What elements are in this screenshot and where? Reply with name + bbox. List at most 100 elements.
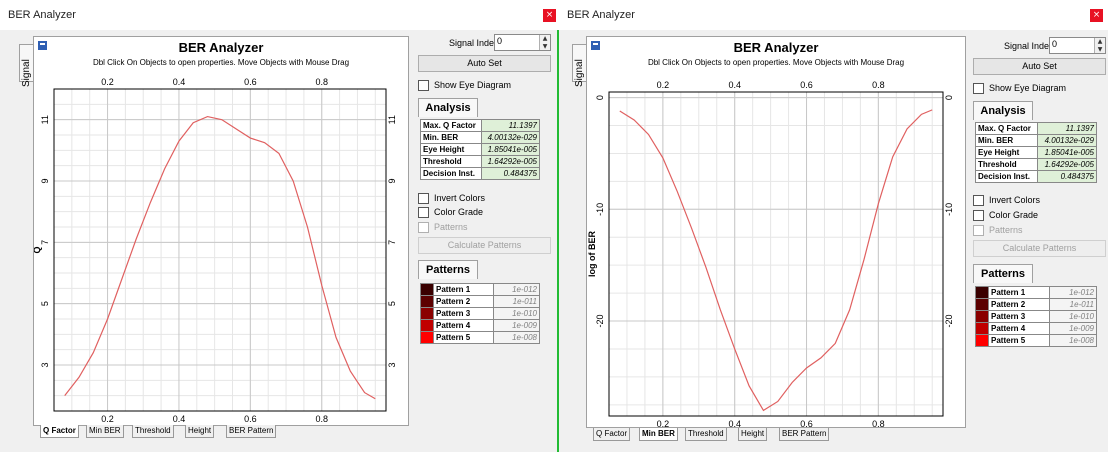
signal-side-tab[interactable]: Signal — [19, 44, 34, 87]
analysis-row: Min. BER 4.00132e-029 — [974, 134, 1097, 147]
pattern-row[interactable]: Pattern 5 1e-008 — [975, 334, 1097, 347]
pattern-row[interactable]: Pattern 2 1e-011 — [975, 298, 1097, 311]
x-tick-label-bottom: 0.4 — [728, 419, 741, 427]
y-tick-label-left: -10 — [595, 203, 605, 216]
pattern-color-swatch[interactable] — [420, 307, 434, 320]
y-tick-label-right: 11 — [387, 115, 397, 124]
checkbox-icon[interactable] — [973, 210, 984, 222]
pattern-value: 1e-008 — [1049, 334, 1097, 347]
checkbox-icon[interactable] — [973, 195, 984, 207]
pattern-row[interactable]: Pattern 4 1e-009 — [420, 319, 540, 332]
ber-window-left: BER Analyzer × Signal BER Analyzer Dbl C… — [0, 0, 557, 452]
pattern-color-swatch[interactable] — [975, 322, 989, 335]
plot-frame — [53, 88, 387, 412]
pattern-label: Pattern 2 — [432, 295, 495, 308]
y-tick-label-right: 9 — [387, 178, 397, 183]
checkbox-icon[interactable] — [418, 207, 429, 219]
invert-colors-checkbox[interactable]: Invert Colors — [418, 193, 486, 205]
close-button[interactable]: × — [1090, 9, 1103, 22]
patterns-check-label: Patterns — [434, 222, 468, 232]
tab-height[interactable]: Height — [738, 428, 768, 441]
tab-min-ber[interactable]: Min BER — [639, 428, 678, 441]
show-eye-diagram-checkbox[interactable]: Show Eye Diagram — [418, 80, 511, 92]
pattern-label: Pattern 5 — [432, 331, 495, 344]
color-grade-checkbox[interactable]: Color Grade — [418, 207, 484, 219]
color-grade-checkbox[interactable]: Color Grade — [973, 210, 1038, 222]
pattern-color-swatch[interactable] — [420, 295, 434, 308]
analysis-row: Eye Height 1.85041e-005 — [974, 146, 1097, 159]
window-title: BER Analyzer — [567, 9, 635, 21]
chart-svg: BER Analyzer Dbl Click On Objects to ope… — [587, 40, 954, 439]
pattern-color-swatch[interactable] — [975, 286, 989, 299]
tab-ber-pattern[interactable]: BER Pattern — [226, 425, 277, 438]
analysis-header: Analysis — [418, 98, 478, 117]
title-bar: BER Analyzer × — [559, 0, 1108, 30]
tab-q-factor[interactable]: Q Factor — [593, 428, 631, 441]
y-axis-label: log of BER — [587, 231, 597, 277]
pattern-color-swatch[interactable] — [975, 334, 989, 347]
pattern-color-swatch[interactable] — [975, 310, 989, 323]
signal-index-stepper[interactable]: 0 ▲ ▼ — [1049, 37, 1106, 54]
pattern-row[interactable]: Pattern 4 1e-009 — [975, 322, 1097, 335]
pattern-row[interactable]: Pattern 1 1e-012 — [420, 283, 540, 296]
tab-min-ber[interactable]: Min BER — [86, 425, 124, 438]
x-tick-label-bottom: 0.2 — [657, 419, 670, 427]
pattern-row[interactable]: Pattern 1 1e-012 — [975, 286, 1097, 299]
pattern-row[interactable]: Pattern 3 1e-010 — [975, 310, 1097, 323]
x-tick-label-bottom: 0.8 — [315, 414, 328, 424]
y-tick-label-right: -20 — [944, 315, 954, 328]
checkbox-icon[interactable] — [973, 83, 984, 95]
chart-title: BER Analyzer — [734, 40, 819, 55]
pattern-color-swatch[interactable] — [420, 283, 434, 296]
y-tick-label-left: 0 — [595, 95, 605, 100]
signal-index-stepper[interactable]: 0 ▲ ▼ — [494, 34, 551, 51]
close-button[interactable]: × — [543, 9, 556, 22]
checkbox-icon[interactable] — [418, 80, 429, 92]
auto-set-button[interactable]: Auto Set — [418, 55, 551, 72]
pattern-value: 1e-012 — [1049, 286, 1097, 299]
analysis-value: 4.00132e-029 — [481, 131, 540, 144]
checkbox-icon — [418, 222, 429, 234]
invert-colors-checkbox[interactable]: Invert Colors — [973, 195, 1040, 207]
series-line — [64, 115, 376, 400]
analysis-key: Min. BER — [419, 131, 483, 144]
show-eye-diagram-checkbox[interactable]: Show Eye Diagram — [973, 83, 1066, 95]
signal-side-tab[interactable]: Signal — [572, 44, 587, 87]
patterns-check-label: Patterns — [989, 225, 1023, 235]
x-tick-label-top: 0.2 — [101, 77, 114, 87]
pattern-color-swatch[interactable] — [420, 319, 434, 332]
color-grade-label: Color Grade — [434, 207, 484, 217]
analysis-value: 11.1397 — [1037, 122, 1097, 135]
tab-threshold[interactable]: Threshold — [685, 428, 727, 441]
analysis-header: Analysis — [973, 101, 1033, 120]
window-title: BER Analyzer — [8, 9, 76, 21]
tab-q-factor[interactable]: Q Factor — [40, 425, 79, 438]
tab-height[interactable]: Height — [185, 425, 215, 438]
pattern-color-swatch[interactable] — [420, 331, 434, 344]
x-tick-label-top: 0.4 — [728, 80, 741, 90]
invert-colors-label: Invert Colors — [434, 193, 486, 203]
pattern-value: 1e-011 — [1049, 298, 1097, 311]
spin-arrows-icon[interactable]: ▲ ▼ — [1094, 38, 1105, 53]
tab-ber-pattern[interactable]: BER Pattern — [779, 428, 830, 441]
analysis-value: 4.00132e-029 — [1037, 134, 1097, 147]
x-tick-label-top: 0.2 — [657, 80, 670, 90]
pattern-color-swatch[interactable] — [975, 298, 989, 311]
pattern-row[interactable]: Pattern 3 1e-010 — [420, 307, 540, 320]
pattern-label: Pattern 4 — [987, 322, 1051, 335]
tab-threshold[interactable]: Threshold — [132, 425, 174, 438]
analysis-key: Decision Inst. — [974, 170, 1039, 183]
spin-arrows-icon[interactable]: ▲ ▼ — [539, 35, 550, 50]
analysis-value: 0.484375 — [1037, 170, 1097, 183]
pattern-row[interactable]: Pattern 2 1e-011 — [420, 295, 540, 308]
y-tick-label-left: 11 — [40, 115, 50, 124]
signal-index-value: 0 — [497, 36, 503, 46]
ber-window-right: BER Analyzer × Signal BER Analyzer Dbl C… — [559, 0, 1108, 452]
pattern-row[interactable]: Pattern 5 1e-008 — [420, 331, 540, 344]
analysis-row: Max. Q Factor 11.1397 — [974, 122, 1097, 135]
checkbox-icon[interactable] — [418, 193, 429, 205]
x-tick-label-bottom: 0.2 — [101, 414, 114, 424]
auto-set-button[interactable]: Auto Set — [973, 58, 1106, 75]
y-tick-label-right: 0 — [944, 95, 954, 100]
